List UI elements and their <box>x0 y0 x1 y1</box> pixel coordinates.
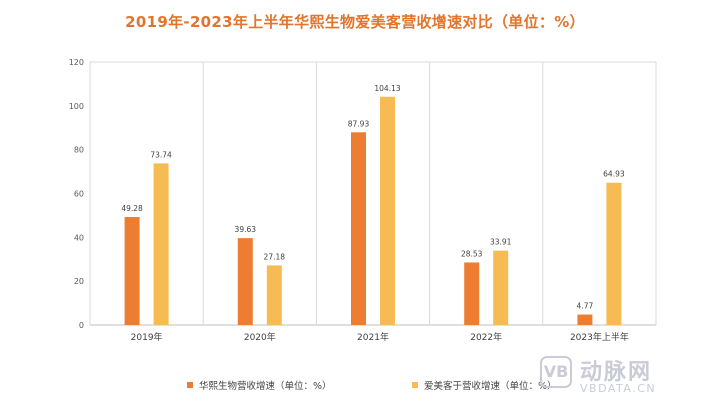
data-label-series-2: 33.91 <box>490 238 512 247</box>
data-label-series-2: 64.93 <box>603 170 625 179</box>
legend-swatch-series-2 <box>412 382 418 388</box>
legend-label-series-1: 华熙生物营收增速（单位：%） <box>199 381 332 392</box>
watermark-logo-icon: VB <box>540 356 572 388</box>
x-tick-label: 2019年 <box>131 331 163 343</box>
bar-series-1 <box>351 132 366 325</box>
data-label-series-2: 104.13 <box>374 84 400 93</box>
data-label-series-1: 39.63 <box>235 225 257 234</box>
bar-series-1 <box>577 314 593 325</box>
y-tick-label: 40 <box>74 233 84 242</box>
legend-item-series-1: 华熙生物营收增速（单位：%） <box>187 378 332 392</box>
x-tick-label: 2020年 <box>244 331 276 343</box>
chart-title: 2019年-2023年上半年华熙生物爱美客营收增速对比（单位：%） <box>125 13 585 31</box>
y-tick-label: 100 <box>69 102 84 111</box>
y-tick-label: 0 <box>79 321 84 330</box>
bar-series-2 <box>153 163 169 325</box>
x-tick-label: 2021年 <box>357 331 389 343</box>
watermark-name: 动脉网 <box>580 360 653 385</box>
y-tick-label: 60 <box>74 190 84 199</box>
data-label-series-1: 49.28 <box>121 204 143 213</box>
y-tick-label: 20 <box>74 277 84 286</box>
x-tick-label: 2023年上半年 <box>570 331 629 343</box>
legend-label-series-2: 爱美客于营收增速（单位：%） <box>424 381 557 392</box>
x-tick-label: 2022年 <box>470 331 502 343</box>
data-label-series-1: 28.53 <box>461 249 483 258</box>
y-tick-label: 80 <box>74 146 84 155</box>
bar-series-2 <box>493 250 509 325</box>
watermark-url: VBDATA.CN <box>580 382 657 395</box>
bar-series-2 <box>380 96 395 325</box>
data-label-series-2: 73.74 <box>150 150 172 159</box>
legend-item-series-2: 爱美客于营收增速（单位：%） <box>412 378 557 392</box>
data-label-series-1: 87.93 <box>348 119 370 128</box>
bar-series-2 <box>266 265 282 325</box>
legend-swatch-series-1 <box>187 382 193 388</box>
data-label-series-2: 27.18 <box>264 252 286 261</box>
bar-series-1 <box>237 238 253 325</box>
data-label-series-1: 4.77 <box>577 302 594 311</box>
watermark: VB 动脉网 VBDATA.CN <box>540 354 705 408</box>
bar-series-1 <box>464 262 480 325</box>
bar-series-1 <box>124 216 140 325</box>
y-tick-label: 120 <box>69 58 84 67</box>
bar-series-2 <box>606 182 622 325</box>
